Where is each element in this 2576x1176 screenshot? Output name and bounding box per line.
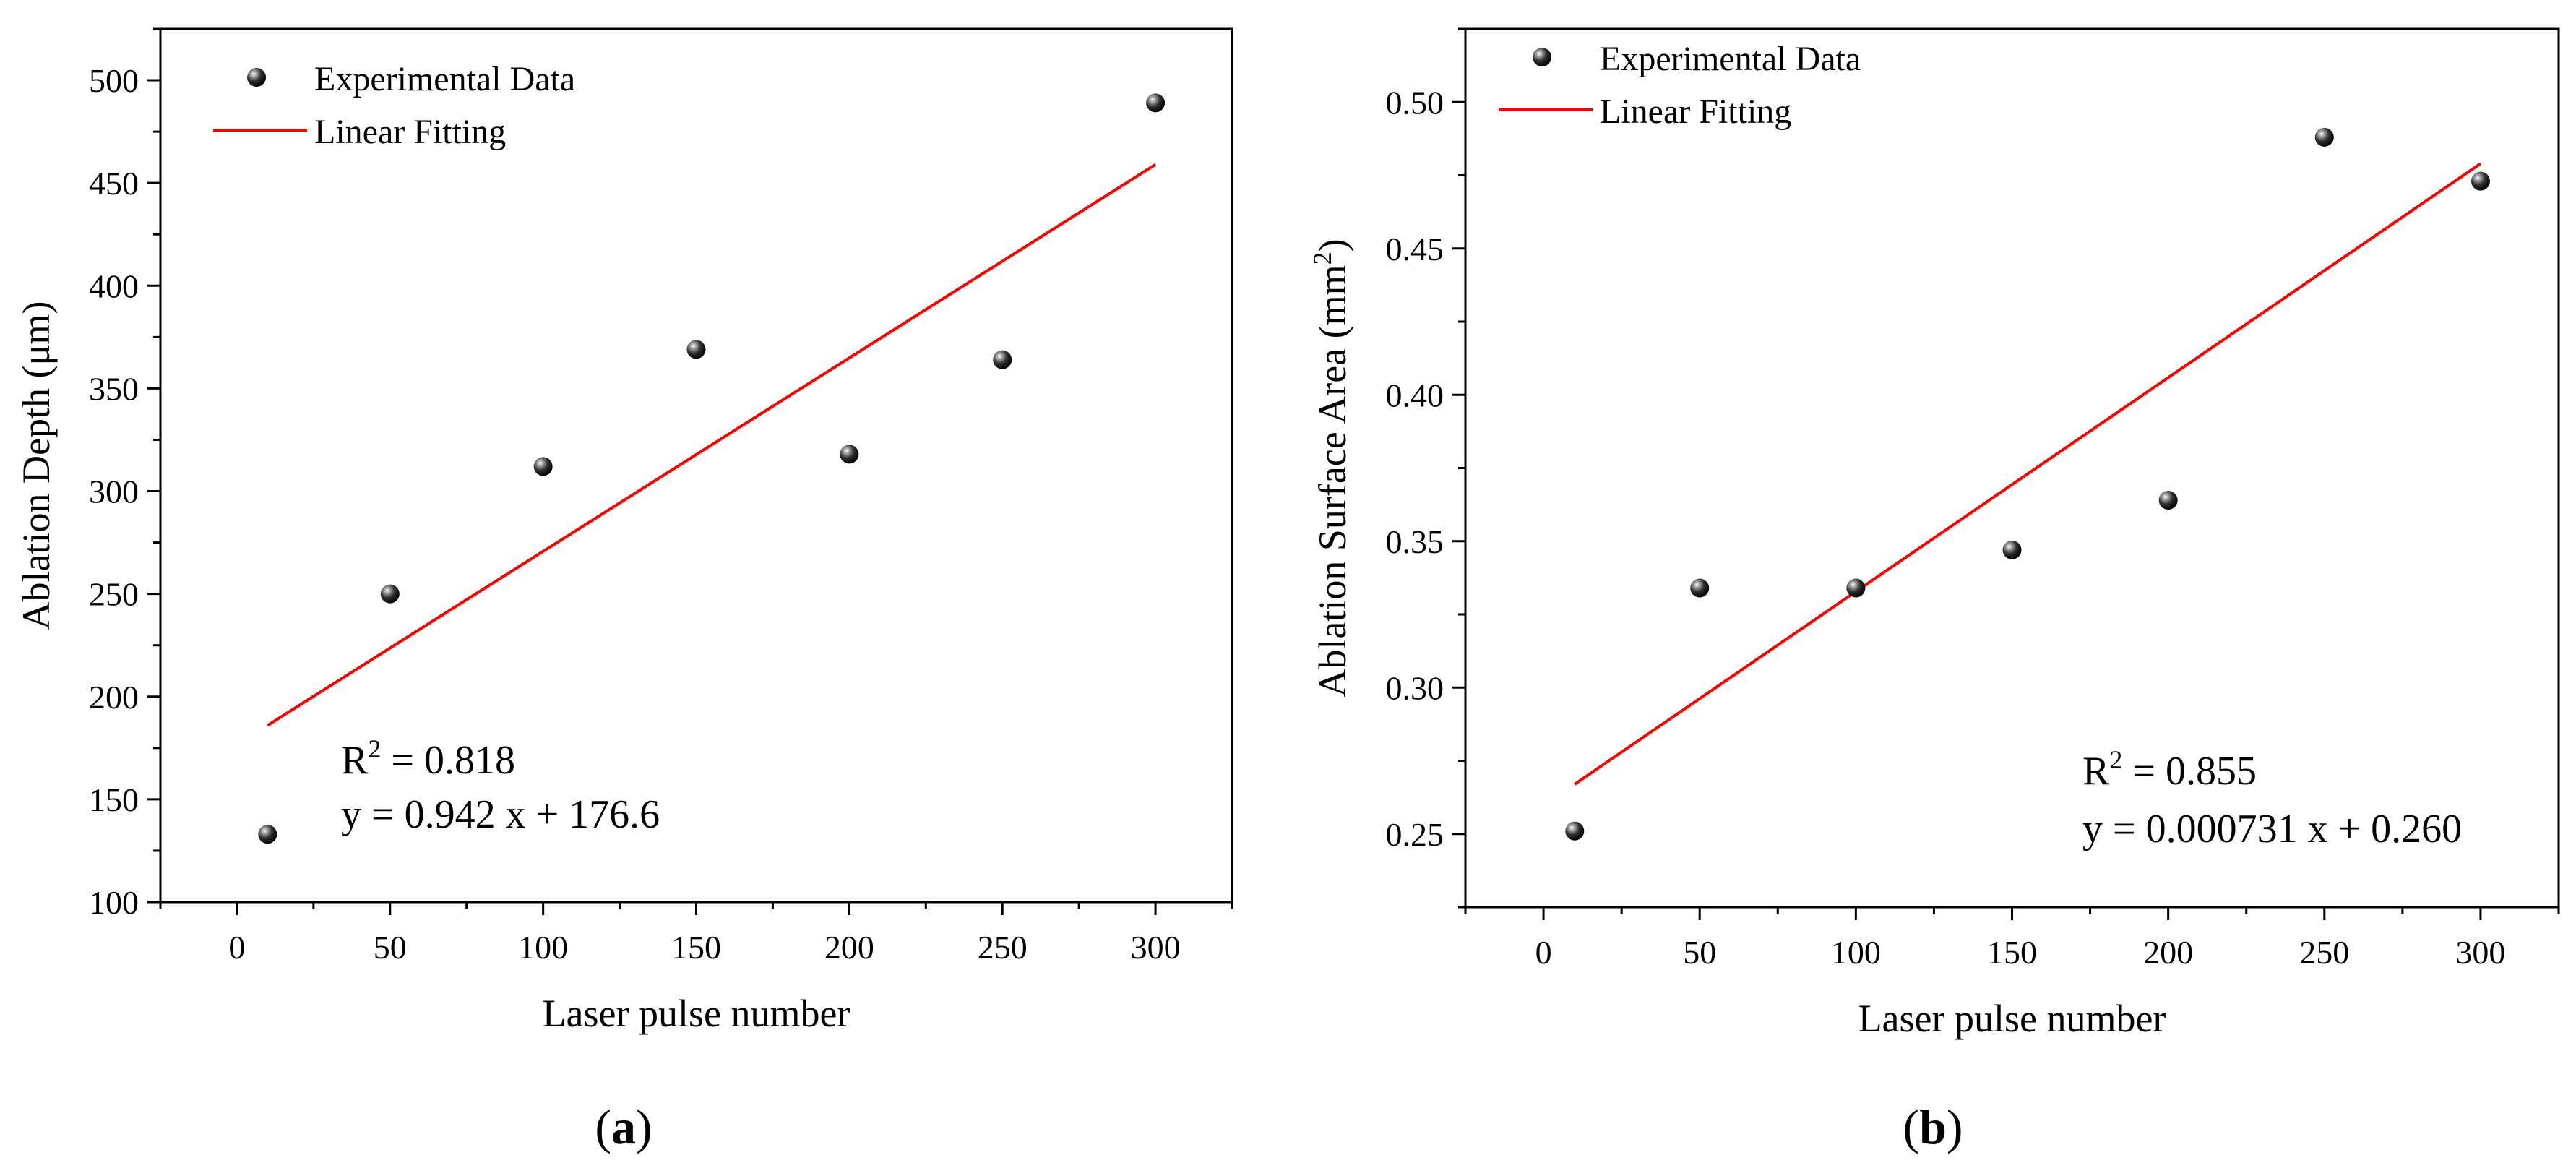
chart-panel-a: 0 50 100 150 200 250 300 100 150 200 250 300 350 400 4… [14, 27, 1233, 1154]
data-point [1146, 93, 1166, 113]
r-squared-annotation: R2 = 0.818 [341, 734, 515, 783]
x-axis-title: Laser pulse number [1858, 997, 2166, 1040]
legend-marker-experimental [1533, 48, 1551, 66]
legend-label-linear: Linear Fitting [314, 113, 506, 151]
x-axis-title: Laser pulse number [543, 992, 850, 1035]
y-tick-label: 300 [89, 473, 139, 510]
y-tick-label: 0.50 [1386, 84, 1444, 121]
x-tick-label: 300 [1131, 929, 1181, 966]
fit-equation-annotation: y = 0.000731 x + 0.260 [2082, 807, 2462, 851]
data-point [258, 825, 277, 844]
x-tick-label: 50 [374, 929, 407, 966]
data-point [2471, 171, 2490, 191]
y-axis-title: Ablation Surface Area (mm2) [1308, 239, 1354, 697]
linear-fit-line [1574, 162, 2482, 786]
legend: Experimental Data Linear Fitting [1499, 40, 1861, 131]
x-tick-label: 200 [824, 929, 874, 966]
y-tick-label: 500 [89, 62, 139, 99]
x-tick-label: 0 [1535, 934, 1552, 971]
fit-equation-annotation: y = 0.942 x + 176.6 [341, 792, 660, 837]
x-tick-label: 100 [1831, 934, 1881, 971]
x-tick-label: 150 [671, 929, 721, 966]
data-point [533, 457, 553, 476]
panel-label: (b) [1903, 1099, 1963, 1154]
panel-label: (a) [595, 1099, 652, 1154]
x-tick-label: 250 [978, 929, 1028, 966]
y-tick-label: 150 [89, 781, 139, 818]
legend-label-experimental: Experimental Data [314, 60, 575, 98]
x-tick-label: 0 [228, 929, 245, 966]
y-tick-label: 0.40 [1386, 377, 1444, 413]
y-tick-label: 350 [89, 370, 139, 407]
y-tick-label: 0.45 [1386, 231, 1444, 267]
data-point [840, 445, 859, 464]
data-point [1690, 578, 1710, 598]
x-tick-label: 250 [2299, 934, 2349, 971]
data-point [993, 350, 1012, 369]
x-tick-label: 150 [1987, 934, 2037, 971]
y-axis-title: Ablation Depth (μm) [14, 301, 58, 630]
y-tick-label: 250 [89, 576, 139, 613]
data-point [2158, 491, 2178, 510]
legend-label-experimental: Experimental Data [1600, 40, 1861, 78]
y-tick-label: 100 [89, 884, 139, 921]
data-point [1846, 578, 1866, 598]
data-point [1565, 821, 1585, 841]
x-tick-label: 50 [1683, 934, 1716, 971]
x-tick-label: 300 [2455, 934, 2505, 971]
linear-fit-line [267, 163, 1157, 727]
plot-frame [159, 27, 1233, 904]
legend: Experimental Data Linear Fitting [213, 60, 575, 151]
legend-label-linear: Linear Fitting [1600, 93, 1791, 131]
y-tick-label: 0.25 [1386, 816, 1444, 853]
plot-frame [1464, 27, 2560, 909]
legend-marker-experimental [247, 68, 266, 87]
data-point [2002, 540, 2022, 559]
y-tick-label: 400 [89, 267, 139, 304]
x-tick-label: 200 [2143, 934, 2193, 971]
data-point [2314, 127, 2334, 147]
y-tick-label: 450 [89, 165, 139, 202]
chart-panel-b: 0 50 100 150 200 250 300 0.25 0.30 0.35 0.40 0.45 0.… [1308, 27, 2560, 1154]
y-tick-label: 200 [89, 679, 139, 716]
r-squared-annotation: R2 = 0.855 [2082, 745, 2257, 794]
data-point [686, 340, 706, 359]
y-tick-label: 0.30 [1386, 669, 1444, 706]
y-tick-label: 0.35 [1386, 523, 1444, 560]
data-point [380, 584, 400, 604]
x-tick-label: 100 [518, 929, 568, 966]
